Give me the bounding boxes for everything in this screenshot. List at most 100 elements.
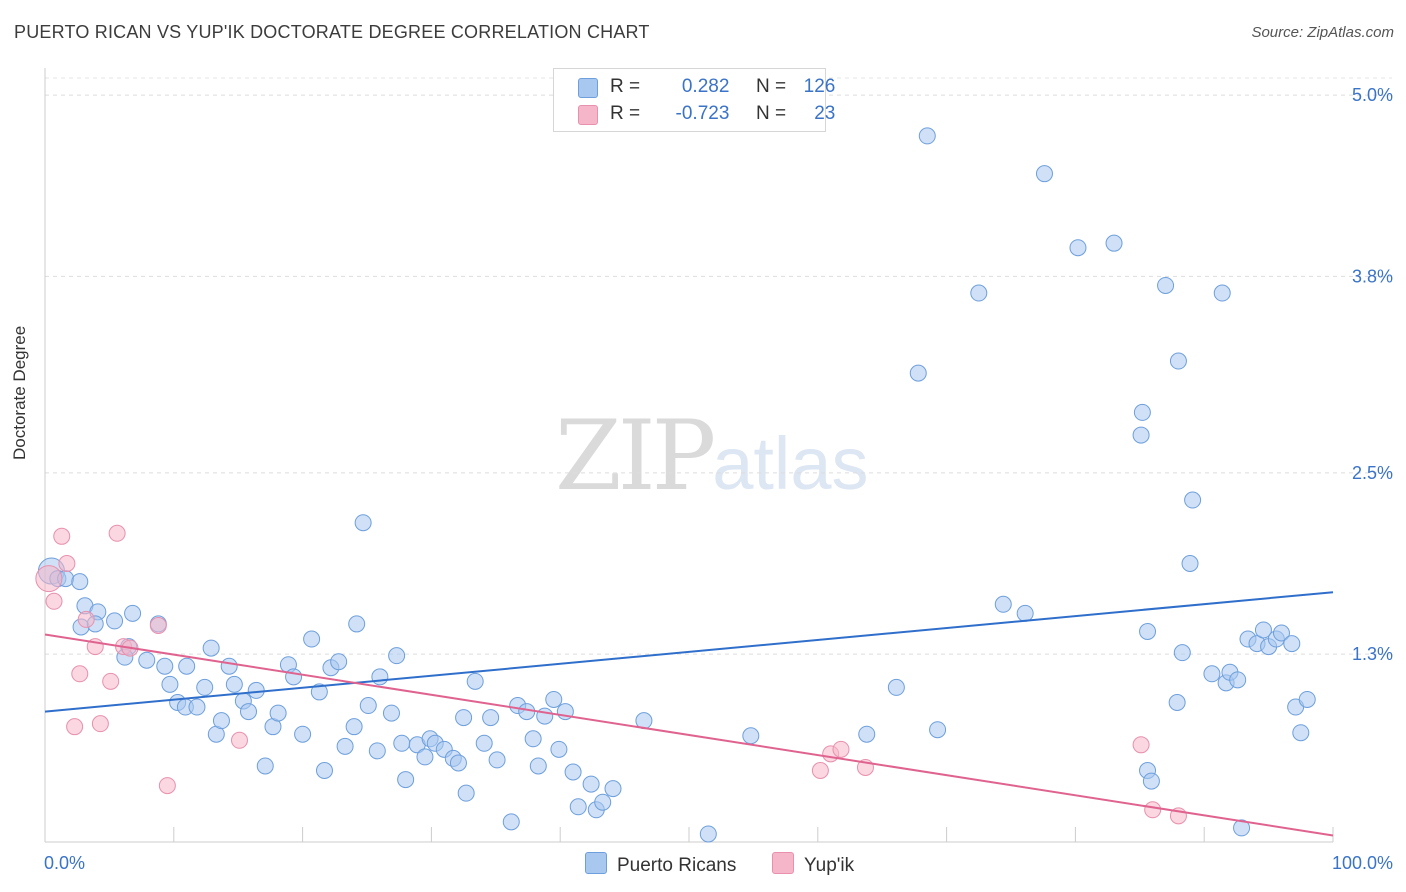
- puerto-rican-point: [742, 727, 760, 745]
- bottom-legend-swatch-puerto-ricans: [585, 852, 607, 874]
- y-tick-label: 2.5%: [1352, 463, 1393, 483]
- puerto-rican-point: [196, 678, 214, 696]
- legend-r-value: -0.723: [675, 103, 730, 124]
- puerto-rican-point: [336, 737, 354, 755]
- puerto-rican-point: [1283, 635, 1301, 653]
- puerto-rican-point: [416, 748, 434, 766]
- puerto-rican-point: [594, 793, 612, 811]
- puerto-rican-point: [1254, 621, 1272, 639]
- puerto-rican-trend-line: [44, 591, 1334, 713]
- watermark-zip: ZIP: [555, 400, 716, 512]
- y-tick-label: 1.3%: [1352, 644, 1393, 664]
- yupik-point: [230, 731, 248, 749]
- puerto-rican-point: [359, 697, 377, 715]
- puerto-rican-point: [247, 681, 265, 699]
- legend-r-label: R =: [610, 103, 641, 124]
- puerto-rican-point: [124, 604, 142, 622]
- puerto-rican-point: [1157, 276, 1175, 294]
- puerto-rican-point: [858, 725, 876, 743]
- puerto-rican-point: [488, 751, 506, 769]
- yupik-point: [45, 592, 63, 610]
- puerto-rican-point: [475, 734, 493, 752]
- yupik-trend-line: [44, 633, 1334, 837]
- puerto-rican-point: [536, 707, 554, 725]
- puerto-rican-point: [1298, 690, 1316, 708]
- puerto-rican-point: [699, 825, 717, 843]
- puerto-rican-point: [178, 657, 196, 675]
- chart-title: PUERTO RICAN VS YUP'IK DOCTORATE DEGREE …: [14, 22, 650, 42]
- puerto-rican-point: [388, 647, 406, 665]
- puerto-rican-point: [1016, 604, 1034, 622]
- bottom-legend-swatch-yupik: [772, 852, 794, 874]
- puerto-rican-point: [604, 780, 622, 798]
- yupik-point: [1132, 736, 1150, 754]
- puerto-rican-point: [457, 784, 475, 802]
- puerto-rican-point: [970, 284, 988, 302]
- puerto-rican-point: [156, 657, 174, 675]
- puerto-rican-point: [256, 757, 274, 775]
- puerto-rican-point: [994, 595, 1012, 613]
- puerto-rican-point: [315, 761, 333, 779]
- legend-swatch-yupik: [578, 105, 598, 125]
- yupik-point: [35, 565, 63, 593]
- legend-n-value: 23: [814, 103, 836, 124]
- puerto-rican-point: [518, 703, 536, 721]
- puerto-rican-point: [524, 730, 542, 748]
- y-tick-label: 5.0%: [1352, 85, 1393, 105]
- puerto-rican-point: [449, 754, 467, 772]
- puerto-rican-point: [1132, 426, 1150, 444]
- puerto-rican-point: [368, 742, 386, 760]
- puerto-rican-point: [269, 704, 287, 722]
- puerto-rican-point: [1173, 644, 1191, 662]
- legend-stats-puerto-ricans: R = 0.282 N = 126: [610, 76, 835, 98]
- puerto-rican-point: [1181, 554, 1199, 572]
- puerto-rican-point: [1069, 239, 1087, 257]
- puerto-rican-point: [582, 775, 600, 793]
- puerto-rican-point: [887, 678, 905, 696]
- puerto-rican-point: [371, 668, 389, 686]
- puerto-rican-point: [202, 639, 220, 657]
- puerto-rican-point: [545, 690, 563, 708]
- puerto-rican-point: [397, 771, 415, 789]
- yupik-point: [58, 554, 76, 572]
- puerto-rican-point: [285, 668, 303, 686]
- yupik-point: [149, 616, 167, 634]
- yupik-point: [66, 718, 84, 736]
- puerto-rican-point: [348, 615, 366, 633]
- puerto-rican-point: [1272, 624, 1290, 642]
- puerto-rican-point: [1169, 352, 1187, 370]
- puerto-rican-point: [138, 651, 156, 669]
- yupik-point: [91, 715, 109, 733]
- puerto-rican-point: [310, 683, 328, 701]
- puerto-rican-point: [303, 630, 321, 648]
- puerto-rican-point: [188, 698, 206, 716]
- puerto-rican-point: [382, 704, 400, 722]
- puerto-rican-point: [1168, 694, 1186, 712]
- puerto-rican-point: [1213, 284, 1231, 302]
- puerto-rican-point: [1229, 671, 1247, 689]
- legend-n-label: N =: [755, 76, 787, 97]
- y-tick-label: 3.8%: [1352, 266, 1393, 286]
- puerto-rican-point: [1184, 491, 1202, 509]
- x-tick-label: 0.0%: [44, 853, 85, 873]
- puerto-rican-point: [212, 712, 230, 730]
- x-tick-label: 100.0%: [1332, 853, 1393, 873]
- puerto-rican-point: [1292, 724, 1310, 742]
- puerto-rican-point: [529, 757, 547, 775]
- puerto-rican-point: [502, 813, 520, 831]
- puerto-rican-point: [220, 657, 238, 675]
- watermark: ZIPatlas: [555, 400, 869, 512]
- legend-stats-yupik: R = -0.723 N = 23: [610, 103, 835, 125]
- yupik-point: [108, 524, 126, 542]
- puerto-rican-point: [354, 514, 372, 532]
- puerto-rican-point: [71, 573, 89, 591]
- puerto-rican-point: [482, 709, 500, 727]
- puerto-rican-point: [161, 675, 179, 693]
- puerto-rican-point: [1203, 665, 1221, 683]
- puerto-rican-point: [294, 725, 312, 743]
- puerto-rican-point: [1139, 622, 1157, 640]
- bottom-legend-puerto-ricans: Puerto Ricans: [585, 852, 736, 877]
- stats-legend: R = 0.282 N = 126 R = -0.723 N = 23: [553, 68, 835, 132]
- yupik-point: [158, 777, 176, 795]
- puerto-rican-point: [466, 672, 484, 690]
